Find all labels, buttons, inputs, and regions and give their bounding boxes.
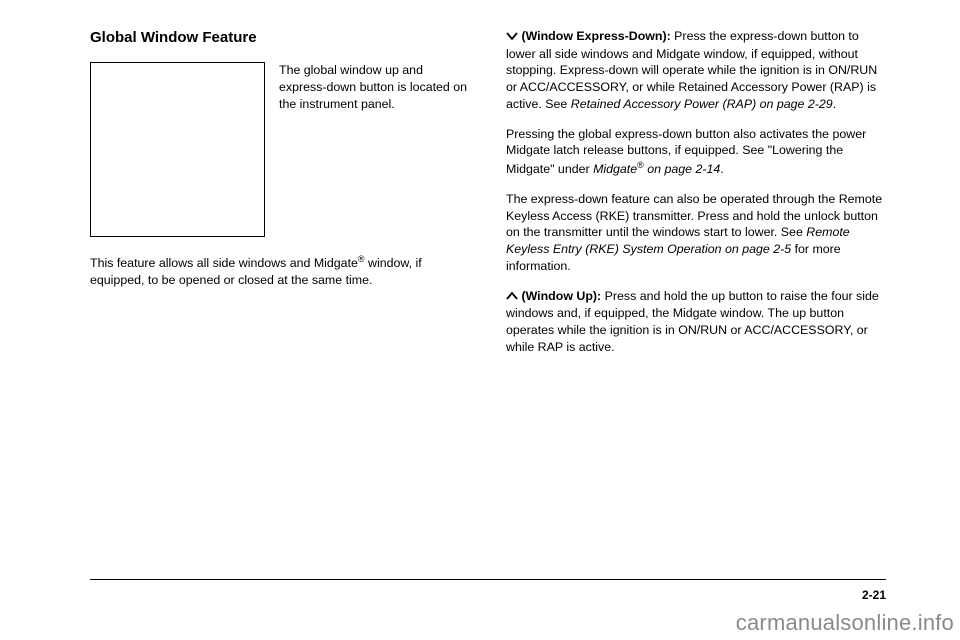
down-caret-icon	[506, 29, 518, 46]
run-in-label: (Window Up):	[521, 289, 601, 303]
two-column-layout: Global Window Feature The global window …	[90, 28, 886, 369]
figure-placeholder	[90, 62, 265, 237]
page-number: 2-21	[862, 588, 886, 602]
body-paragraph: Pressing the global express-down button …	[506, 126, 886, 178]
text-run: This feature allows all side windows and…	[90, 256, 358, 270]
figure-caption: The global window up and express-down bu…	[279, 62, 470, 112]
body-paragraph: (Window Express-Down): Press the express…	[506, 28, 886, 113]
manual-page: Global Window Feature The global window …	[0, 0, 960, 640]
registered-symbol: ®	[358, 254, 365, 264]
up-caret-icon	[506, 289, 518, 306]
text-run: .	[833, 97, 836, 111]
registered-symbol: ®	[637, 160, 644, 170]
body-paragraph: This feature allows all side windows and…	[90, 253, 470, 289]
left-column: Global Window Feature The global window …	[90, 28, 470, 369]
right-column: (Window Express-Down): Press the express…	[506, 28, 886, 369]
body-paragraph: (Window Up): Press and hold the up butto…	[506, 288, 886, 356]
body-paragraph: The express-down feature can also be ope…	[506, 191, 886, 275]
run-in-label: (Window Express-Down):	[521, 29, 670, 43]
cross-reference: Midgate	[593, 162, 637, 176]
cross-reference: on page 2-14	[644, 162, 720, 176]
footer-rule	[90, 579, 886, 580]
section-heading: Global Window Feature	[90, 28, 470, 48]
text-run: .	[720, 162, 723, 176]
cross-reference: Retained Accessory Power (RAP) on page 2…	[571, 97, 833, 111]
watermark-text: carmanualsonline.info	[736, 610, 954, 636]
figure-row: The global window up and express-down bu…	[90, 62, 470, 237]
